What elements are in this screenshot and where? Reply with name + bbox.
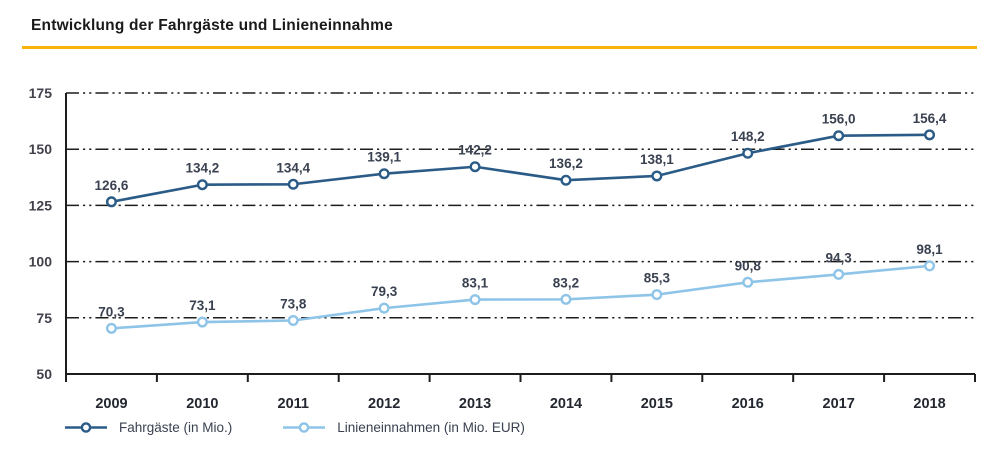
y-tick-label: 50 xyxy=(36,366,52,382)
data-label: 73,8 xyxy=(280,296,307,311)
data-point xyxy=(651,289,663,301)
data-point xyxy=(742,276,754,288)
x-tick-label: 2015 xyxy=(641,396,673,412)
data-label: 90,8 xyxy=(735,258,762,273)
x-tick-label: 2017 xyxy=(823,396,855,412)
data-point xyxy=(924,129,936,141)
x-tick-label: 2012 xyxy=(368,396,400,412)
x-tick-label: 2011 xyxy=(278,396,309,412)
data-point xyxy=(105,322,117,334)
legend-marker-fahrgaeste-icon xyxy=(65,422,107,433)
data-point xyxy=(833,268,845,280)
line-chart: 50 75 100 125 150 175 2009 2010 2011 2012 2013 2014… xyxy=(29,85,976,412)
x-tick-label: 2014 xyxy=(550,396,582,412)
y-tick-label: 100 xyxy=(29,254,53,270)
chart-legend: Fahrgäste (in Mio.) Linieneinnahmen (in … xyxy=(64,420,525,435)
data-point xyxy=(560,174,572,186)
data-label: 138,1 xyxy=(640,152,674,167)
data-label: 142,2 xyxy=(458,143,492,158)
data-point xyxy=(378,168,390,180)
data-label: 83,1 xyxy=(462,276,489,291)
data-label: 156,4 xyxy=(913,111,947,126)
data-label: 134,4 xyxy=(276,160,310,175)
y-tick-label: 125 xyxy=(29,197,53,213)
data-point xyxy=(469,161,481,173)
data-point xyxy=(105,196,117,208)
data-point xyxy=(196,316,208,328)
data-label: 156,0 xyxy=(822,112,856,127)
chart-title: Entwicklung der Fahrgäste und Linieneinn… xyxy=(31,17,393,34)
data-label: 134,2 xyxy=(185,161,219,176)
data-label: 85,3 xyxy=(644,271,671,286)
y-tick-label: 150 xyxy=(29,141,53,157)
legend-item-fahrgaeste: Fahrgäste (in Mio.) xyxy=(64,420,232,435)
series-line xyxy=(111,133,930,204)
data-point xyxy=(651,170,663,182)
data-point xyxy=(287,178,299,190)
data-label: 126,6 xyxy=(95,178,129,193)
data-point xyxy=(378,302,390,314)
x-tick-label: 2009 xyxy=(95,396,127,412)
data-label: 136,2 xyxy=(549,156,583,171)
data-point xyxy=(924,260,936,272)
accent-rule xyxy=(22,46,977,49)
data-point xyxy=(469,294,481,306)
data-label: 148,2 xyxy=(731,129,765,144)
legend-item-linieneinnahmen: Linieneinnahmen (in Mio. EUR) xyxy=(282,420,525,435)
data-label: 83,2 xyxy=(553,275,579,290)
series-line xyxy=(111,264,930,330)
data-label: 139,1 xyxy=(367,150,401,165)
data-label: 98,1 xyxy=(916,242,943,257)
data-label: 73,1 xyxy=(189,298,216,313)
x-tick-label: 2016 xyxy=(732,396,764,412)
legend-label-linieneinnahmen: Linieneinnahmen (in Mio. EUR) xyxy=(337,420,525,435)
data-point xyxy=(560,293,572,305)
legend-label-fahrgaeste: Fahrgäste (in Mio.) xyxy=(119,420,233,435)
data-label: 94,3 xyxy=(826,250,853,265)
data-point xyxy=(833,130,845,142)
data-label: 70,3 xyxy=(98,304,125,319)
y-tick-label: 75 xyxy=(36,310,52,326)
data-label: 79,3 xyxy=(371,284,398,299)
legend-marker-linieneinnahmen-icon xyxy=(283,422,326,433)
data-point xyxy=(742,147,754,159)
data-point xyxy=(287,314,299,326)
x-tick-label: 2018 xyxy=(913,396,945,412)
data-point xyxy=(196,179,208,191)
y-tick-label: 175 xyxy=(29,85,53,101)
x-tick-label: 2013 xyxy=(459,396,491,412)
x-tick-label: 2010 xyxy=(186,396,218,412)
